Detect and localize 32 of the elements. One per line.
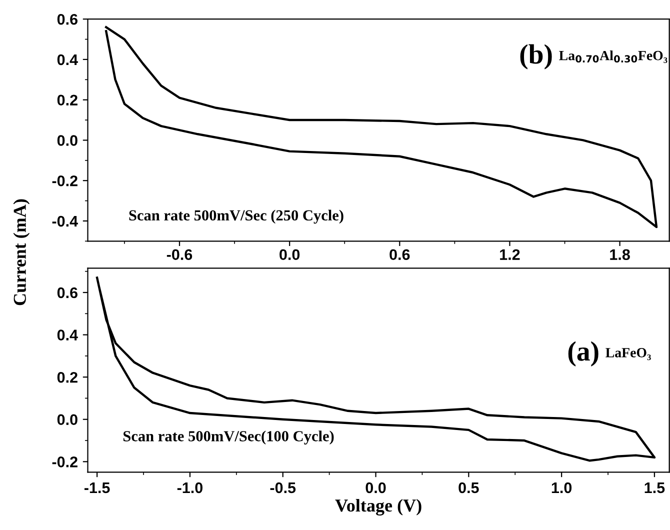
- y-tick-label: 0.4: [57, 54, 78, 66]
- x-tick-label: 0.5: [458, 482, 479, 494]
- x-axis-title: Voltage (V): [335, 498, 422, 516]
- y-tick-label: -0.4: [52, 216, 78, 227]
- line-series: [96, 276, 656, 462]
- x-tick-label: -0.6: [166, 249, 192, 260]
- y-tick-label: 0.4: [57, 330, 78, 340]
- annotation: Scan rate 500mV/Sec(100 Cycle): [123, 430, 334, 444]
- y-tick-label: 0.0: [57, 135, 78, 146]
- y-tick-label: 0.0: [57, 414, 78, 426]
- x-tick-label: -0.5: [270, 482, 296, 494]
- y-axis-title: Current (mA): [13, 199, 30, 306]
- x-tick-label: 1.8: [610, 249, 630, 260]
- x-tick-label: -1.5: [84, 482, 110, 494]
- x-tick-label: -1.0: [177, 482, 202, 494]
- x-tick-label: 1.0: [552, 482, 572, 494]
- y-tick-label: -0.2: [52, 456, 78, 468]
- x-tick-label: 1.5: [644, 482, 665, 494]
- y-tick-label: 0.2: [57, 372, 78, 383]
- y-tick-label: 0.6: [57, 287, 78, 298]
- x-tick-label: 0.0: [280, 249, 300, 260]
- annotation: La$_{0.70}$Al$_{0.30}$FeO₃: [559, 50, 668, 63]
- annotation: LaFeO₃: [606, 348, 651, 360]
- y-tick-label: -0.2: [52, 175, 78, 186]
- annotation: Scan rate 500mV/Sec (250 Cycle): [129, 210, 344, 224]
- annotation: (b): [520, 44, 552, 70]
- y-tick-label: 0.2: [57, 94, 78, 106]
- x-tick-label: 0.0: [366, 482, 386, 494]
- y-tick-label: 0.6: [57, 14, 78, 25]
- annotation: (a): [568, 341, 598, 366]
- x-tick-label: 1.2: [500, 249, 520, 260]
- x-tick-label: 0.6: [390, 249, 410, 260]
